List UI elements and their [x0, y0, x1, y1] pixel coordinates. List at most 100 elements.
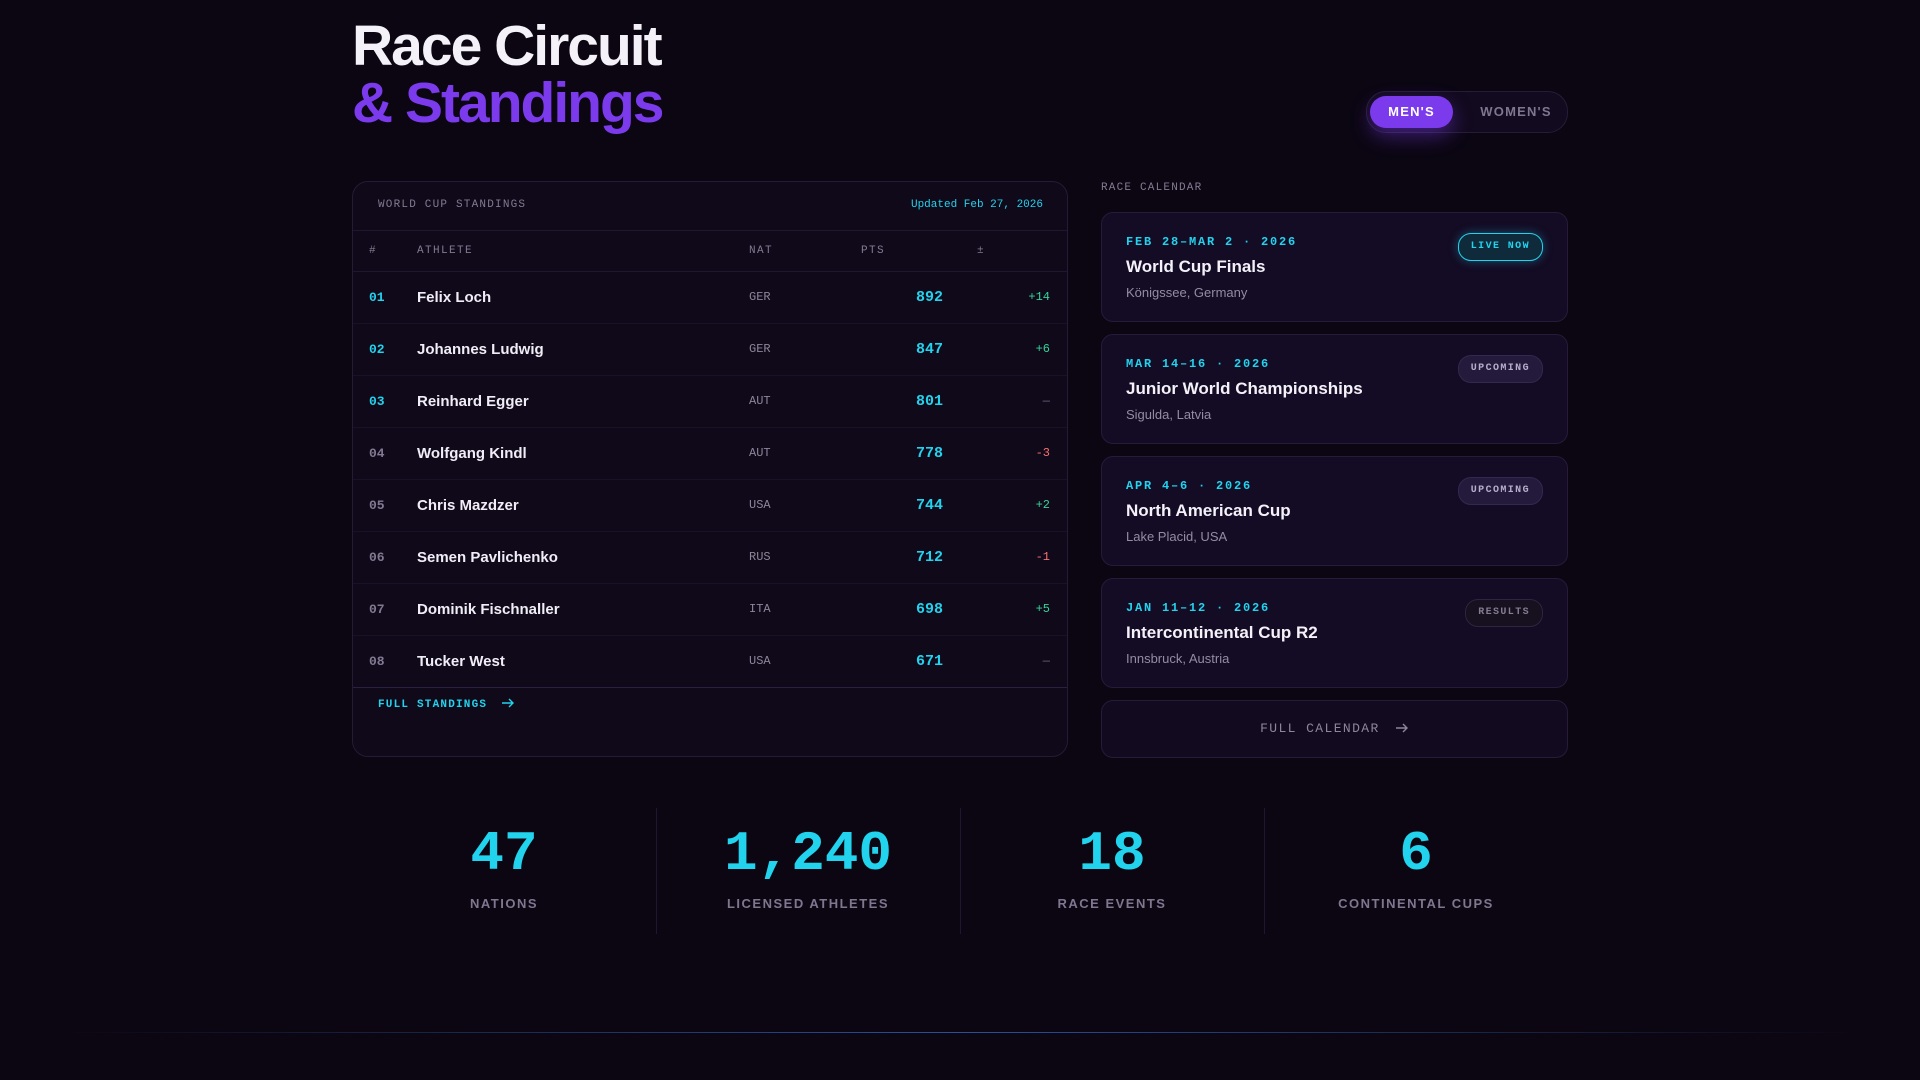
status-badge: LIVE NOW	[1457, 233, 1543, 261]
event-card[interactable]: APR 4–6 · 2026 North American Cup Lake P…	[1101, 456, 1568, 566]
stat-label: LICENSED ATHLETES	[726, 896, 889, 911]
event-name: Junior World Championships	[1126, 379, 1363, 398]
full-standings-link[interactable]: FULL STANDINGS	[378, 698, 515, 711]
event-location: Sigulda, Latvia	[1126, 407, 1212, 422]
col-nat: NAT	[749, 245, 774, 257]
standings-table-header: # ATHLETE NAT PTS ±	[353, 231, 1067, 272]
row-athlete: Johannes Ludwig	[417, 341, 544, 358]
row-athlete: Felix Loch	[417, 289, 492, 306]
row-delta: -1	[1035, 550, 1050, 564]
row-athlete: Chris Mazdzer	[417, 497, 519, 514]
standings-panel: WORLD CUP STANDINGS Updated Feb 27, 2026…	[352, 181, 1068, 757]
full-standings-label: FULL STANDINGS	[378, 699, 488, 711]
row-rank: 01	[369, 290, 385, 305]
event-card[interactable]: MAR 14–16 · 2026 Junior World Championsh…	[1101, 334, 1568, 444]
row-delta: —	[1042, 654, 1050, 668]
event-card[interactable]: JAN 11–12 · 2026 Intercontinental Cup R2…	[1101, 578, 1568, 688]
event-location: Lake Placid, USA	[1126, 529, 1228, 544]
row-pts: 801	[915, 393, 943, 410]
standings-label: WORLD CUP STANDINGS	[378, 199, 527, 211]
row-rank: 03	[369, 394, 385, 409]
stat-events: 18 RACE EVENTS	[960, 808, 1264, 934]
col-pts: PTS	[861, 245, 886, 257]
standings-header: WORLD CUP STANDINGS Updated Feb 27, 2026	[353, 182, 1067, 231]
row-nat: AUT	[749, 446, 771, 460]
stat-divider	[656, 808, 657, 934]
row-pts: 712	[915, 549, 943, 566]
event-location: Innsbruck, Austria	[1126, 651, 1230, 666]
stat-continental-cups: 6 CONTINENTAL CUPS	[1264, 808, 1568, 934]
arrow-right-icon	[502, 698, 515, 708]
event-date: JAN 11–12 · 2026	[1126, 601, 1271, 615]
stat-value: 6	[1399, 822, 1433, 886]
col-athlete: ATHLETE	[417, 245, 474, 257]
status-badge: RESULTS	[1465, 599, 1543, 627]
footer-divider	[60, 1032, 1860, 1033]
row-pts: 671	[915, 653, 943, 670]
toggle-mens[interactable]: MEN'S	[1370, 96, 1453, 128]
table-row[interactable]: 05 Chris Mazdzer USA 744 +2	[353, 480, 1067, 532]
toggle-womens[interactable]: WOMEN'S	[1480, 104, 1552, 119]
stat-value: 18	[1078, 822, 1146, 886]
calendar-label: RACE CALENDAR	[1101, 182, 1203, 194]
event-card[interactable]: FEB 28–MAR 2 · 2026 World Cup Finals Kön…	[1101, 212, 1568, 322]
full-calendar-button[interactable]: FULL CALENDAR	[1101, 700, 1568, 758]
row-delta: +6	[1035, 342, 1050, 356]
event-location: Königssee, Germany	[1126, 285, 1248, 300]
row-athlete: Wolfgang Kindl	[417, 445, 527, 462]
row-delta: +5	[1035, 602, 1050, 616]
row-nat: ITA	[749, 602, 771, 616]
row-delta: —	[1042, 394, 1050, 408]
status-badge: UPCOMING	[1457, 355, 1543, 383]
stat-divider	[1264, 808, 1265, 934]
row-delta: -3	[1035, 446, 1050, 460]
status-badge: UPCOMING	[1457, 477, 1543, 505]
standings-updated: Updated Feb 27, 2026	[910, 199, 1043, 211]
row-rank: 02	[369, 342, 385, 357]
stat-nations: 47 NATIONS	[352, 808, 656, 934]
row-rank: 08	[369, 654, 385, 669]
table-row[interactable]: 04 Wolfgang Kindl AUT 778 -3	[353, 428, 1067, 480]
full-calendar-label: FULL CALENDAR	[1260, 721, 1380, 736]
table-row[interactable]: 03 Reinhard Egger AUT 801 —	[353, 376, 1067, 428]
table-row[interactable]: 06 Semen Pavlichenko RUS 712 -1	[353, 532, 1067, 584]
col-rank: #	[369, 245, 378, 257]
row-nat: USA	[749, 498, 771, 512]
standings-rows: 01 Felix Loch GER 892 +14 02 Johannes Lu…	[353, 272, 1067, 688]
page-title-line1: Race Circuit	[352, 14, 663, 78]
stat-value: 47	[470, 822, 538, 886]
page-title: Race Circuit & Standings	[352, 14, 665, 135]
col-delta: ±	[977, 245, 986, 257]
row-pts: 698	[915, 601, 943, 618]
row-athlete: Dominik Fischnaller	[417, 601, 560, 618]
row-nat: AUT	[749, 394, 771, 408]
event-name: North American Cup	[1126, 501, 1291, 520]
row-rank: 04	[369, 446, 385, 461]
stat-divider	[960, 808, 961, 934]
row-rank: 05	[369, 498, 385, 513]
table-row[interactable]: 01 Felix Loch GER 892 +14	[353, 272, 1067, 324]
event-date: MAR 14–16 · 2026	[1126, 357, 1271, 371]
row-athlete: Reinhard Egger	[417, 393, 529, 410]
stat-athletes: 1,240 LICENSED ATHLETES	[656, 808, 960, 934]
table-row[interactable]: 07 Dominik Fischnaller ITA 698 +5	[353, 584, 1067, 636]
event-date: APR 4–6 · 2026	[1126, 479, 1253, 493]
gender-toggle: MEN'S WOMEN'S	[1366, 91, 1568, 133]
table-row[interactable]: 08 Tucker West USA 671 —	[353, 636, 1067, 688]
row-delta: +2	[1035, 498, 1050, 512]
row-delta: +14	[1028, 290, 1050, 304]
arrow-right-icon	[1395, 723, 1408, 733]
stat-label: CONTINENTAL CUPS	[1338, 896, 1494, 911]
row-pts: 892	[915, 289, 943, 306]
row-nat: GER	[749, 290, 771, 304]
table-row[interactable]: 02 Johannes Ludwig GER 847 +6	[353, 324, 1067, 376]
page-title-line2: & Standings	[352, 71, 665, 135]
row-rank: 07	[369, 602, 385, 617]
event-name: Intercontinental Cup R2	[1126, 623, 1318, 642]
stat-label: RACE EVENTS	[1057, 896, 1167, 911]
row-athlete: Tucker West	[417, 653, 505, 670]
row-rank: 06	[369, 550, 385, 565]
event-date: FEB 28–MAR 2 · 2026	[1126, 235, 1298, 249]
stat-label: NATIONS	[469, 896, 539, 911]
row-nat: USA	[749, 654, 771, 668]
